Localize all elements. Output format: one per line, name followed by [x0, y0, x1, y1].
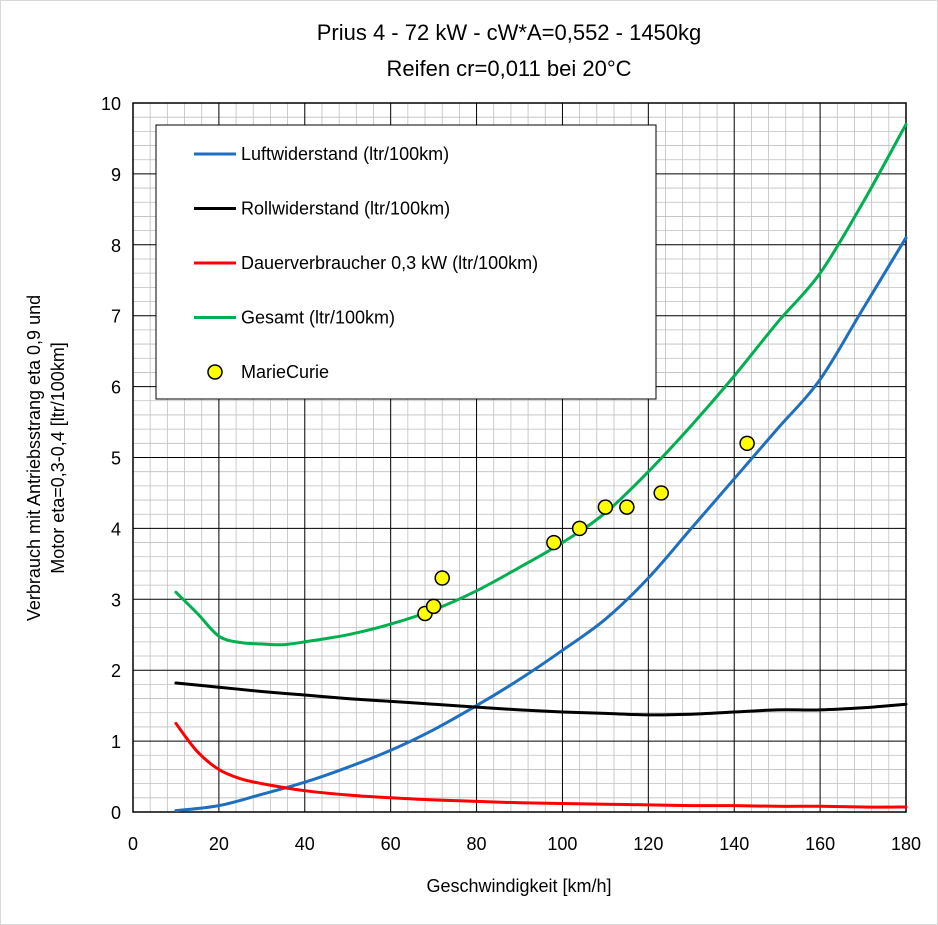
x-tick-label: 100: [547, 834, 577, 854]
gesamt-line: [174, 122, 908, 647]
x-tick-label: 80: [467, 834, 487, 854]
y-axis-label-line2: Motor eta=0,3-0,4 [ltr/100km]: [48, 342, 68, 574]
mariecurie-point: [425, 598, 442, 615]
mariecurie-point: [739, 435, 755, 452]
y-tick-label: 7: [111, 307, 121, 327]
legend-box: [155, 124, 657, 400]
y-tick-label: 6: [111, 378, 121, 398]
y-tick-label: 0: [111, 803, 121, 823]
mariecurie-point: [597, 499, 614, 515]
x-axis-label: Geschwindigkeit [km/h]: [426, 876, 611, 896]
rollwiderstand-line: [174, 681, 908, 717]
mariecurie-point: [571, 520, 588, 537]
x-tick-label: 180: [891, 834, 921, 854]
y-tick-label: 5: [111, 449, 121, 469]
mariecurie-point: [434, 570, 450, 586]
x-tick-label: 160: [805, 834, 835, 854]
luftwiderstand-line: [174, 236, 908, 813]
y-tick-label: 4: [111, 519, 121, 539]
y-tick-labels: 0 1 2 3 4 5 6 7 8 9 10: [101, 94, 121, 823]
series-layer: [174, 122, 908, 813]
dauerverbraucher-line: [174, 721, 908, 809]
y-tick-label: 10: [101, 94, 121, 114]
y-tick-label: 9: [111, 165, 121, 185]
plot-area-border: [132, 102, 907, 813]
y-tick-label: 8: [111, 236, 121, 256]
chart-subtitle: Reifen cr=0,011 bei 20°C: [386, 56, 631, 81]
x-tick-labels: 0 20 40 60 80 100 120 140 160 180: [128, 834, 921, 854]
legend: Luftwiderstand (ltr/100km) Rollwiderstand…: [155, 124, 657, 400]
mariecurie-point: [619, 499, 635, 515]
y-tick-label: 2: [111, 661, 121, 681]
legend-item-luftwiderstand-label: Luftwiderstand (ltr/100km): [241, 144, 449, 164]
legend-item-dauerverbraucher-label: Dauerverbraucher 0,3 kW (ltr/100km): [241, 253, 538, 273]
legend-item-mariecurie-label: MarieCurie: [241, 362, 329, 382]
x-tick-label: 0: [128, 834, 138, 854]
y-tick-label: 1: [111, 732, 121, 752]
legend-item-gesamt-label: Gesamt (ltr/100km): [241, 308, 395, 328]
x-tick-label: 40: [295, 834, 315, 854]
chart-title: Prius 4 - 72 kW - cW*A=0,552 - 1450kg: [317, 20, 702, 45]
x-tick-label: 20: [209, 834, 229, 854]
legend-item-rollwiderstand-label: Rollwiderstand (ltr/100km): [241, 199, 450, 219]
x-tick-label: 60: [381, 834, 401, 854]
x-tick-label: 120: [633, 834, 663, 854]
legend-item-mariecurie-swatch: [207, 364, 223, 380]
mariecurie-point: [546, 534, 562, 551]
x-tick-label: 140: [719, 834, 749, 854]
y-axis-label-line1: Verbrauch mit Antriebsstrang eta 0,9 und: [24, 295, 44, 621]
mariecurie-point: [653, 485, 669, 501]
y-tick-label: 3: [111, 590, 121, 610]
